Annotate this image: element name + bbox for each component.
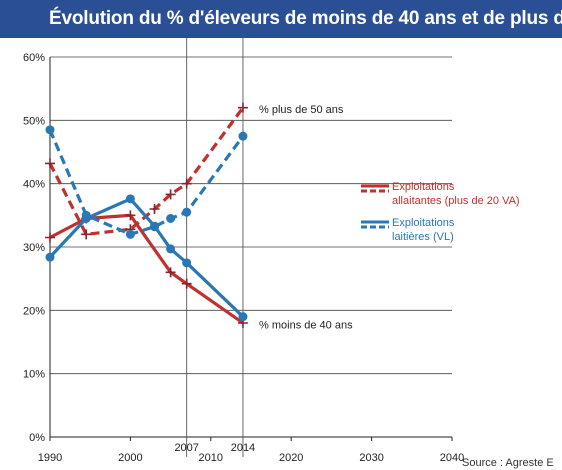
annotation-plus-50: % plus de 50 ans: [259, 104, 344, 116]
data-point-laitieres_plus50: [150, 222, 160, 232]
legend-label: allaitantes (plus de 20 VA): [392, 195, 520, 207]
year-reference-label: 2014: [231, 442, 255, 454]
data-point-allaitantes_plus50: [149, 204, 160, 214]
data-point-laitieres_moins40: [238, 312, 248, 322]
data-point-allaitantes_plus50: [81, 229, 92, 240]
y-tick-label: 30%: [23, 242, 45, 254]
chart-title: Évolution du % d'éleveurs de moins de 40…: [49, 8, 562, 29]
data-point-allaitantes_plus50: [181, 178, 192, 189]
x-tick-label: 2010: [199, 452, 223, 464]
data-point-laitieres_plus50: [182, 207, 192, 217]
x-tick-label: 2030: [359, 452, 383, 464]
data-point-laitieres_moins40: [182, 258, 192, 268]
data-point-laitieres_plus50: [81, 210, 91, 220]
title-bar: Évolution du % d'éleveurs de moins de 40…: [0, 0, 562, 38]
annotation-moins-40: % moins de 40 ans: [259, 319, 353, 331]
y-tick-label: 20%: [23, 305, 45, 317]
series-line-laitieres_moins40: [48, 197, 245, 318]
x-tick-label: 2000: [118, 452, 142, 464]
legend-label: laitières (VL): [392, 231, 454, 243]
data-point-laitieres_plus50: [166, 214, 176, 223]
y-tick-label: 50%: [23, 115, 45, 127]
data-point-allaitantes_plus50: [237, 102, 248, 113]
legend-label: Exploitations: [392, 181, 455, 193]
year-reference-label: 2007: [174, 442, 198, 454]
data-point-laitieres_plus50: [125, 229, 135, 239]
y-tick-label: 60%: [23, 52, 45, 64]
source-note: Source : Agreste E: [462, 457, 554, 469]
legend-label: Exploitations: [392, 217, 455, 229]
data-point-allaitantes_moins40: [125, 210, 136, 221]
data-point-allaitantes_moins40: [181, 278, 192, 289]
data-point-laitieres_moins40: [125, 194, 135, 204]
x-tick-label: 1990: [38, 452, 62, 464]
data-point-laitieres_moins40: [166, 244, 176, 254]
data-point-allaitantes_plus50: [165, 189, 176, 200]
y-tick-label: 40%: [23, 179, 45, 191]
data-point-allaitantes_plus50: [45, 158, 55, 169]
data-point-laitieres_moins40: [45, 252, 55, 262]
data-point-allaitantes_moins40: [45, 232, 55, 243]
data-point-laitieres_plus50: [45, 125, 55, 135]
series-line-allaitantes_moins40: [49, 213, 244, 325]
y-tick-label: 0%: [29, 432, 45, 444]
data-point-allaitantes_moins40: [165, 267, 176, 278]
data-point-laitieres_plus50: [238, 131, 248, 141]
x-tick-label: 2020: [279, 452, 303, 464]
x-tick-label: 2040: [440, 452, 464, 464]
y-tick-label: 10%: [23, 369, 45, 381]
